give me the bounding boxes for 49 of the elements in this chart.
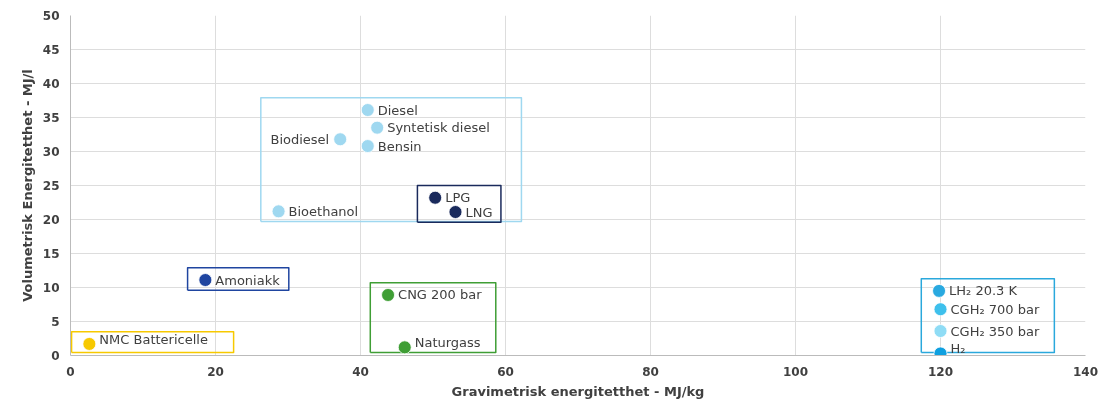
- point: [933, 302, 948, 317]
- y-tick-label: 20: [42, 213, 60, 227]
- point: [370, 120, 385, 135]
- x-tick-label: 100: [782, 364, 809, 379]
- x-axis-title: Gravimetrisk energitetthet - MJ/kg: [451, 383, 705, 399]
- y-tick-label: 30: [42, 145, 60, 159]
- point: [397, 340, 412, 355]
- y-tick-label: 40: [42, 77, 60, 91]
- annotation: Bensin: [377, 138, 422, 154]
- y-tick-label: 35: [42, 111, 60, 125]
- x-tick-label: 20: [207, 364, 224, 379]
- x-tick-label: 140: [1072, 364, 1099, 379]
- y-tick-label: 15: [42, 247, 60, 261]
- point: [932, 284, 946, 298]
- point: [271, 204, 286, 219]
- annotation: Syntetisk diesel: [387, 120, 490, 136]
- point: [428, 190, 443, 205]
- point: [381, 288, 395, 302]
- x-tick-label: 60: [497, 364, 514, 379]
- x-tick-label: 80: [642, 364, 659, 379]
- annotation: CGH₂ 350 bar: [950, 323, 1040, 339]
- point: [448, 205, 463, 219]
- y-tick-label: 5: [51, 315, 60, 329]
- y-tick-label: 0: [51, 349, 60, 363]
- point: [360, 103, 375, 117]
- point: [198, 273, 213, 287]
- annotation: Naturgass: [414, 335, 481, 351]
- annotation: Biodiesel: [270, 131, 330, 147]
- annotation: LNG: [465, 204, 493, 220]
- x-tick-label: 0: [66, 364, 75, 379]
- y-axis-title: Volumetrisk Energitetthet - MJ/l: [19, 69, 35, 302]
- annotation: CGH₂ 700 bar: [950, 301, 1040, 317]
- annotation: LPG: [445, 190, 471, 206]
- annotation: Diesel: [377, 102, 418, 118]
- annotation: Bioethanol: [288, 203, 359, 219]
- y-tick-label: 10: [42, 281, 60, 295]
- point: [933, 324, 948, 338]
- annotation: LH₂ 20.3 K: [949, 283, 1018, 299]
- x-tick-label: 40: [352, 364, 369, 379]
- point: [82, 337, 97, 351]
- x-tick-label: 120: [927, 364, 954, 379]
- annotation: NMC Battericelle: [99, 331, 208, 347]
- annotation: CNG 200 bar: [398, 287, 483, 303]
- annotation: Amoniakk: [215, 272, 281, 288]
- point: [360, 139, 375, 153]
- y-tick-label: 25: [42, 179, 60, 193]
- point: [333, 132, 348, 147]
- y-tick-label: 45: [42, 43, 60, 57]
- y-tick-label: 50: [42, 9, 60, 23]
